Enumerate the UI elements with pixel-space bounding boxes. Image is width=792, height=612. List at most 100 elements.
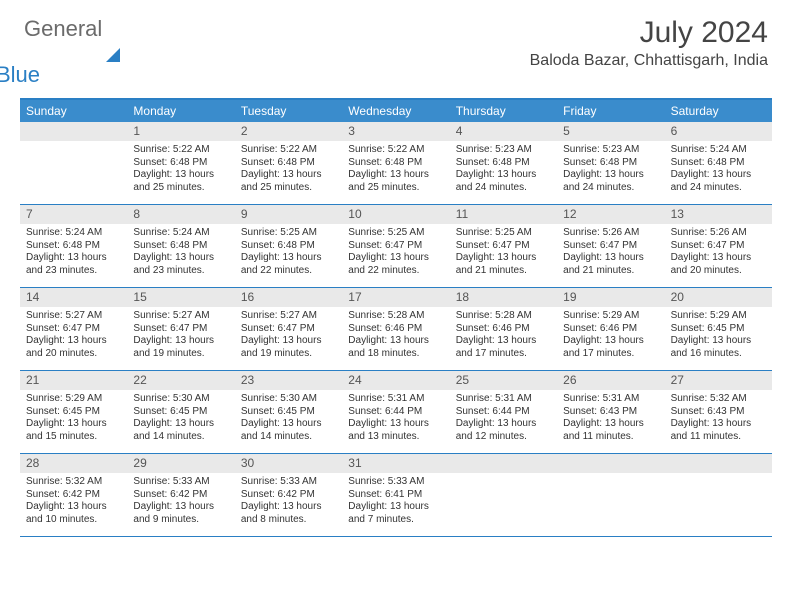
day-cell: 13Sunrise: 5:26 AMSunset: 6:47 PMDayligh… — [665, 205, 772, 287]
daylight-text: Daylight: 13 hours and 22 minutes. — [348, 252, 443, 277]
day-number: 18 — [450, 288, 557, 307]
day-body: Sunrise: 5:32 AMSunset: 6:43 PMDaylight:… — [665, 390, 772, 447]
day-cell — [665, 454, 772, 536]
dow-row: SundayMondayTuesdayWednesdayThursdayFrid… — [20, 100, 772, 122]
day-cell: 3Sunrise: 5:22 AMSunset: 6:48 PMDaylight… — [342, 122, 449, 204]
day-body: Sunrise: 5:25 AMSunset: 6:47 PMDaylight:… — [342, 224, 449, 281]
day-number: 20 — [665, 288, 772, 307]
sunrise-text: Sunrise: 5:24 AM — [133, 227, 228, 240]
dow-header: Saturday — [665, 100, 772, 122]
day-body: Sunrise: 5:31 AMSunset: 6:44 PMDaylight:… — [450, 390, 557, 447]
day-number: 5 — [557, 122, 664, 141]
day-number — [20, 122, 127, 141]
daylight-text: Daylight: 13 hours and 19 minutes. — [241, 335, 336, 360]
sunset-text: Sunset: 6:48 PM — [671, 157, 766, 170]
sunset-text: Sunset: 6:48 PM — [241, 157, 336, 170]
daylight-text: Daylight: 13 hours and 20 minutes. — [671, 252, 766, 277]
sunset-text: Sunset: 6:47 PM — [348, 240, 443, 253]
sunset-text: Sunset: 6:43 PM — [671, 406, 766, 419]
daylight-text: Daylight: 13 hours and 13 minutes. — [348, 418, 443, 443]
sunrise-text: Sunrise: 5:31 AM — [348, 393, 443, 406]
sunset-text: Sunset: 6:44 PM — [456, 406, 551, 419]
sunset-text: Sunset: 6:47 PM — [456, 240, 551, 253]
day-cell — [450, 454, 557, 536]
day-cell — [20, 122, 127, 204]
day-number: 12 — [557, 205, 664, 224]
daylight-text: Daylight: 13 hours and 20 minutes. — [26, 335, 121, 360]
sunset-text: Sunset: 6:45 PM — [133, 406, 228, 419]
sunset-text: Sunset: 6:45 PM — [26, 406, 121, 419]
day-body: Sunrise: 5:31 AMSunset: 6:44 PMDaylight:… — [342, 390, 449, 447]
day-number: 31 — [342, 454, 449, 473]
day-number: 27 — [665, 371, 772, 390]
sunset-text: Sunset: 6:48 PM — [348, 157, 443, 170]
day-number: 30 — [235, 454, 342, 473]
daylight-text: Daylight: 13 hours and 25 minutes. — [348, 169, 443, 194]
daylight-text: Daylight: 13 hours and 18 minutes. — [348, 335, 443, 360]
sunrise-text: Sunrise: 5:32 AM — [26, 476, 121, 489]
day-number: 15 — [127, 288, 234, 307]
sunrise-text: Sunrise: 5:27 AM — [26, 310, 121, 323]
sunset-text: Sunset: 6:48 PM — [26, 240, 121, 253]
day-body: Sunrise: 5:24 AMSunset: 6:48 PMDaylight:… — [665, 141, 772, 198]
daylight-text: Daylight: 13 hours and 9 minutes. — [133, 501, 228, 526]
day-body: Sunrise: 5:30 AMSunset: 6:45 PMDaylight:… — [127, 390, 234, 447]
sunrise-text: Sunrise: 5:30 AM — [133, 393, 228, 406]
day-number: 23 — [235, 371, 342, 390]
sunset-text: Sunset: 6:48 PM — [241, 240, 336, 253]
logo-text-blue: Blue — [0, 62, 102, 88]
daylight-text: Daylight: 13 hours and 10 minutes. — [26, 501, 121, 526]
daylight-text: Daylight: 13 hours and 24 minutes. — [456, 169, 551, 194]
sunset-text: Sunset: 6:45 PM — [241, 406, 336, 419]
day-cell: 18Sunrise: 5:28 AMSunset: 6:46 PMDayligh… — [450, 288, 557, 370]
sunset-text: Sunset: 6:47 PM — [563, 240, 658, 253]
sunset-text: Sunset: 6:45 PM — [671, 323, 766, 336]
day-number: 17 — [342, 288, 449, 307]
day-number: 10 — [342, 205, 449, 224]
day-cell: 7Sunrise: 5:24 AMSunset: 6:48 PMDaylight… — [20, 205, 127, 287]
day-cell: 5Sunrise: 5:23 AMSunset: 6:48 PMDaylight… — [557, 122, 664, 204]
daylight-text: Daylight: 13 hours and 23 minutes. — [133, 252, 228, 277]
day-body: Sunrise: 5:25 AMSunset: 6:48 PMDaylight:… — [235, 224, 342, 281]
month-title: July 2024 — [530, 16, 768, 50]
day-body: Sunrise: 5:33 AMSunset: 6:42 PMDaylight:… — [127, 473, 234, 530]
dow-header: Tuesday — [235, 100, 342, 122]
daylight-text: Daylight: 13 hours and 19 minutes. — [133, 335, 228, 360]
sunrise-text: Sunrise: 5:31 AM — [456, 393, 551, 406]
day-body: Sunrise: 5:27 AMSunset: 6:47 PMDaylight:… — [235, 307, 342, 364]
day-body: Sunrise: 5:29 AMSunset: 6:45 PMDaylight:… — [665, 307, 772, 364]
dow-header: Friday — [557, 100, 664, 122]
daylight-text: Daylight: 13 hours and 17 minutes. — [456, 335, 551, 360]
week-row: 7Sunrise: 5:24 AMSunset: 6:48 PMDaylight… — [20, 205, 772, 288]
day-cell: 23Sunrise: 5:30 AMSunset: 6:45 PMDayligh… — [235, 371, 342, 453]
sunrise-text: Sunrise: 5:33 AM — [133, 476, 228, 489]
day-number: 2 — [235, 122, 342, 141]
day-cell: 28Sunrise: 5:32 AMSunset: 6:42 PMDayligh… — [20, 454, 127, 536]
day-body: Sunrise: 5:22 AMSunset: 6:48 PMDaylight:… — [127, 141, 234, 198]
day-number: 26 — [557, 371, 664, 390]
sunrise-text: Sunrise: 5:24 AM — [671, 144, 766, 157]
sunset-text: Sunset: 6:48 PM — [133, 157, 228, 170]
day-cell: 1Sunrise: 5:22 AMSunset: 6:48 PMDaylight… — [127, 122, 234, 204]
day-number: 28 — [20, 454, 127, 473]
day-body: Sunrise: 5:22 AMSunset: 6:48 PMDaylight:… — [235, 141, 342, 198]
sunrise-text: Sunrise: 5:27 AM — [241, 310, 336, 323]
day-number: 1 — [127, 122, 234, 141]
daylight-text: Daylight: 13 hours and 7 minutes. — [348, 501, 443, 526]
sunset-text: Sunset: 6:42 PM — [241, 489, 336, 502]
day-body: Sunrise: 5:28 AMSunset: 6:46 PMDaylight:… — [342, 307, 449, 364]
day-number: 7 — [20, 205, 127, 224]
day-number: 4 — [450, 122, 557, 141]
week-row: 1Sunrise: 5:22 AMSunset: 6:48 PMDaylight… — [20, 122, 772, 205]
sunrise-text: Sunrise: 5:23 AM — [456, 144, 551, 157]
sunrise-text: Sunrise: 5:22 AM — [348, 144, 443, 157]
day-body: Sunrise: 5:26 AMSunset: 6:47 PMDaylight:… — [665, 224, 772, 281]
day-body: Sunrise: 5:24 AMSunset: 6:48 PMDaylight:… — [20, 224, 127, 281]
day-body: Sunrise: 5:24 AMSunset: 6:48 PMDaylight:… — [127, 224, 234, 281]
daylight-text: Daylight: 13 hours and 14 minutes. — [241, 418, 336, 443]
day-number: 6 — [665, 122, 772, 141]
day-cell: 16Sunrise: 5:27 AMSunset: 6:47 PMDayligh… — [235, 288, 342, 370]
sunrise-text: Sunrise: 5:29 AM — [26, 393, 121, 406]
day-cell: 26Sunrise: 5:31 AMSunset: 6:43 PMDayligh… — [557, 371, 664, 453]
daylight-text: Daylight: 13 hours and 24 minutes. — [671, 169, 766, 194]
